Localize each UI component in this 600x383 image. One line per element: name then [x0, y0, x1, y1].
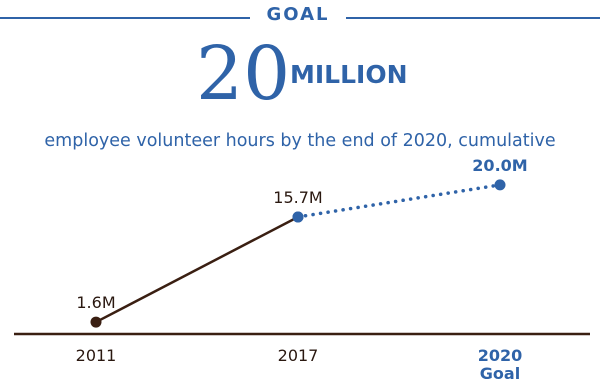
goal-subtitle: employee volunteer hours by the end of 2…	[44, 131, 556, 151]
x-tick-label-2017: 2017	[278, 346, 319, 365]
data-point-2017	[292, 211, 304, 223]
x-tick-label-2020: 2020	[478, 346, 523, 365]
goal-big-unit: MILLION	[290, 60, 408, 89]
series-line-1	[296, 183, 502, 219]
goal-big-number: 20	[196, 31, 291, 117]
data-point-2011	[90, 316, 102, 328]
x-tick-label-2011: 2011	[76, 346, 117, 365]
x-tick-sublabel-2020: Goal	[480, 364, 520, 383]
data-label-2011: 1.6M	[76, 293, 115, 312]
series-line-0	[94, 215, 300, 324]
goal-divider-right	[346, 17, 600, 19]
data-label-2017: 15.7M	[273, 188, 322, 207]
data-label-2020: 20.0M	[472, 156, 527, 175]
data-point-2020	[494, 179, 506, 191]
goal-header: GOAL	[0, 2, 600, 30]
goal-divider-left	[0, 17, 250, 19]
goal-label: GOAL	[266, 4, 330, 25]
